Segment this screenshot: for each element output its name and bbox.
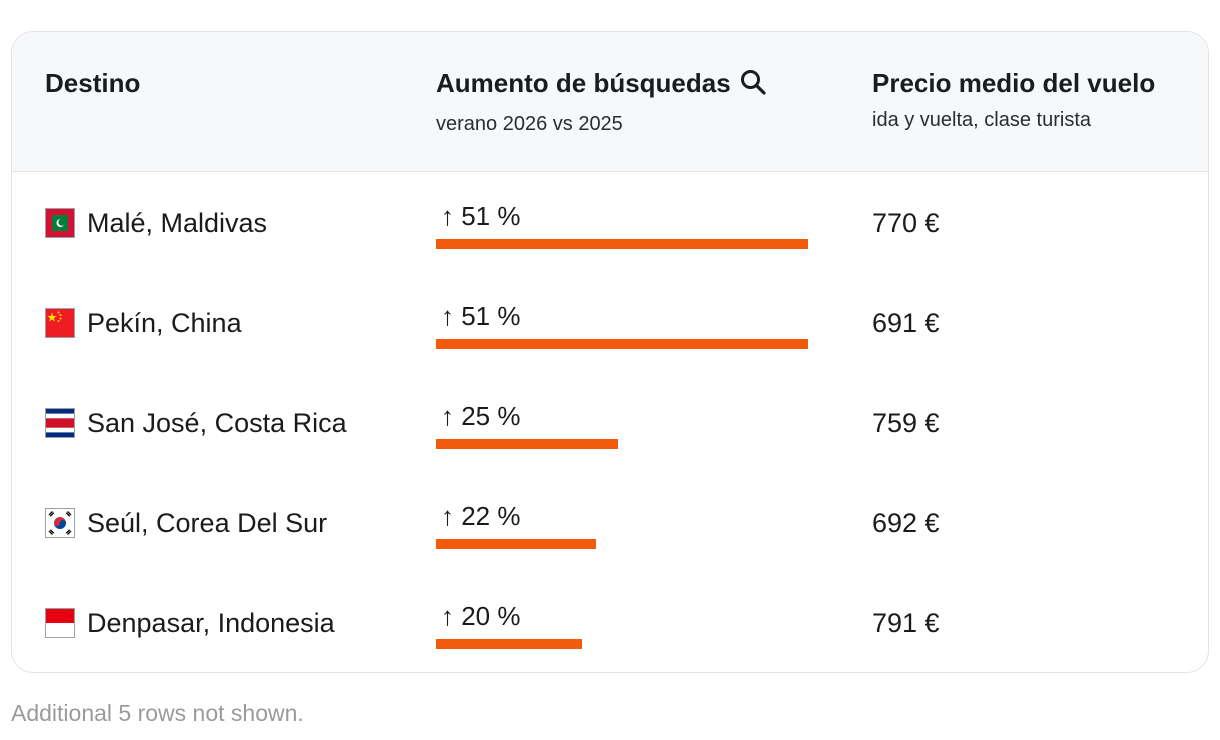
increase-label: ↑ 25 % (441, 401, 521, 431)
destination-name: San José, Costa Rica (87, 407, 347, 438)
increase-bar (436, 439, 618, 449)
destination-name: Pekín, China (87, 307, 242, 338)
price-value: 691 € (872, 307, 940, 338)
table-header: Destino Aumento de búsquedas verano 2026… (12, 32, 1208, 172)
header-increase-title-wrap: Aumento de búsquedas (436, 68, 767, 102)
increase-label: ↑ 51 % (441, 201, 521, 231)
price-value: 770 € (872, 207, 940, 238)
increase-cell: ↑ 51 % (436, 273, 816, 373)
increase-cell: ↑ 51 % (436, 173, 816, 273)
table-row: Seúl, Corea Del Sur ↑ 22 % 692 € (12, 473, 1208, 573)
destination-cell: Pekín, China (45, 273, 242, 373)
indonesia-flag-icon (45, 608, 75, 638)
search-icon (739, 68, 767, 102)
price-value: 791 € (872, 607, 940, 638)
increase-bar (436, 239, 808, 249)
header-price-title: Precio medio del vuelo (872, 68, 1156, 98)
table-row: San José, Costa Rica ↑ 25 % 759 € (12, 373, 1208, 473)
destination-name: Malé, Maldivas (87, 207, 268, 238)
destination-cell: Denpasar, Indonesia (45, 573, 335, 672)
maldives-flag-icon (45, 208, 75, 238)
price-value: 759 € (872, 407, 940, 438)
increase-bar (436, 639, 582, 649)
destination-name: Denpasar, Indonesia (87, 607, 335, 638)
china-flag-icon (45, 308, 75, 338)
increase-label: ↑ 20 % (441, 601, 521, 631)
costa-rica-flag-icon (45, 408, 75, 438)
increase-bar (436, 539, 596, 549)
destination-cell: San José, Costa Rica (45, 373, 347, 473)
south-korea-flag-icon (45, 508, 75, 538)
increase-cell: ↑ 20 % (436, 573, 816, 672)
footnote: Additional 5 rows not shown. (11, 700, 304, 726)
increase-bar (436, 339, 808, 349)
destination-cell: Malé, Maldivas (45, 173, 267, 273)
data-table-card: Destino Aumento de búsquedas verano 2026… (11, 31, 1209, 673)
destination-name: Seúl, Corea Del Sur (87, 507, 328, 538)
header-destination: Destino (45, 68, 140, 98)
increase-label: ↑ 22 % (441, 501, 521, 531)
increase-label: ↑ 51 % (441, 301, 521, 331)
table-row: Malé, Maldivas ↑ 51 % 770 € (12, 173, 1208, 273)
price-value: 692 € (872, 507, 940, 538)
header-increase-title: Aumento de búsquedas (436, 68, 731, 98)
header-increase-subtitle: verano 2026 vs 2025 (436, 113, 623, 135)
destination-cell: Seúl, Corea Del Sur (45, 473, 327, 573)
increase-cell: ↑ 25 % (436, 373, 816, 473)
table-row: Pekín, China ↑ 51 % 691 € (12, 273, 1208, 373)
header-increase: Aumento de búsquedas verano 2026 vs 2025 (436, 68, 767, 136)
increase-cell: ↑ 22 % (436, 473, 816, 573)
header-price: Precio medio del vuelo ida y vuelta, cla… (872, 68, 1155, 132)
header-price-subtitle: ida y vuelta, clase turista (872, 109, 1091, 131)
header-destination-title: Destino (45, 68, 141, 98)
table-row: Denpasar, Indonesia ↑ 20 % 791 € (12, 573, 1208, 672)
